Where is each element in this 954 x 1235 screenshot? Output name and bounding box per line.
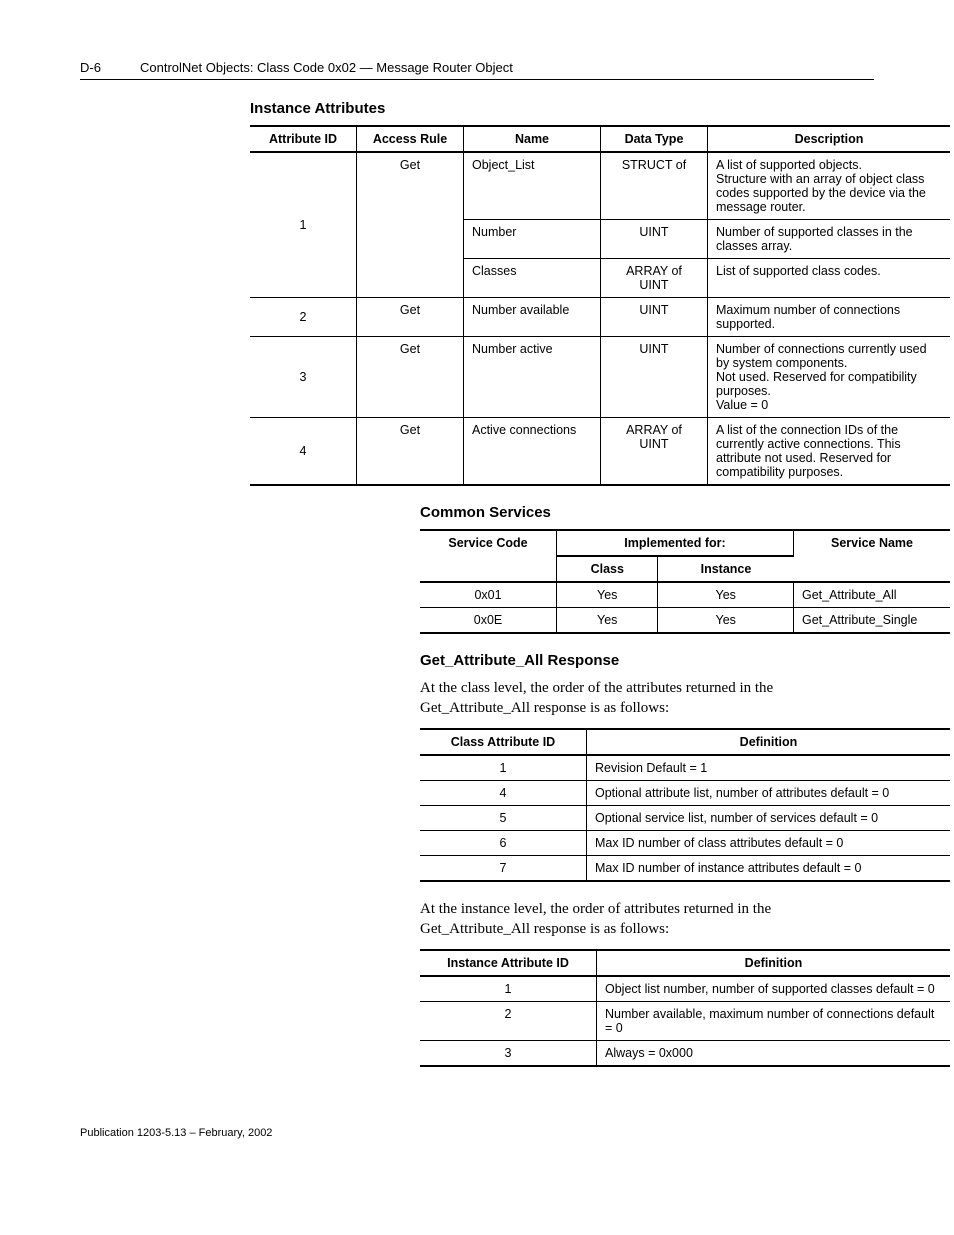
cell-code: 0x01	[420, 582, 557, 608]
cell-instance-attr-id: 1	[420, 976, 597, 1002]
table-header-row: Class Attribute ID Definition	[420, 729, 950, 755]
col-description: Description	[708, 126, 951, 152]
cell-name: Classes	[464, 259, 601, 298]
col-class-attr-id: Class Attribute ID	[420, 729, 587, 755]
get-attr-intro2: At the instance level, the order of attr…	[420, 900, 874, 939]
cell-code: 0x0E	[420, 608, 557, 634]
cell-definition: Max ID number of instance attributes def…	[587, 856, 951, 882]
page-footer: Publication 1203-5.13 – February, 2002	[80, 1127, 874, 1139]
cell-data-type: UINT	[601, 337, 708, 418]
cell-description: List of supported class codes.	[708, 259, 951, 298]
cell-data-type: UINT	[601, 220, 708, 259]
cell-definition: Max ID number of class attributes defaul…	[587, 831, 951, 856]
table-row: 5Optional service list, number of servic…	[420, 806, 950, 831]
col-service-name: Service Name	[794, 530, 951, 582]
cell-data-type: UINT	[601, 298, 708, 337]
cell-class: Yes	[557, 608, 658, 634]
cell-description: A list of supported objects.Structure wi…	[708, 152, 951, 220]
table-row: 1GetObject_ListSTRUCT ofA list of suppor…	[250, 152, 950, 220]
class-attr-table: Class Attribute ID Definition 1Revision …	[420, 728, 950, 882]
col-definition: Definition	[587, 729, 951, 755]
table-row: 6Max ID number of class attributes defau…	[420, 831, 950, 856]
table-header-row: Attribute ID Access Rule Name Data Type …	[250, 126, 950, 152]
table-row: 2Number available, maximum number of con…	[420, 1002, 950, 1041]
table-row: 1Revision Default = 1	[420, 755, 950, 781]
cell-class-attr-id: 4	[420, 781, 587, 806]
table-header-row: Instance Attribute ID Definition	[420, 950, 950, 976]
get-attr-intro1: At the class level, the order of the att…	[420, 679, 874, 718]
cell-attr-id: 2	[250, 298, 357, 337]
section-get-attr-all-title: Get_Attribute_All Response	[420, 652, 874, 669]
table-row: 1Object list number, number of supported…	[420, 976, 950, 1002]
cell-instance: Yes	[658, 608, 794, 634]
cell-name: Number	[464, 220, 601, 259]
cell-name: Object_List	[464, 152, 601, 220]
cell-definition: Always = 0x000	[597, 1041, 951, 1067]
cell-access-rule: Get	[357, 337, 464, 418]
col-attr-id: Attribute ID	[250, 126, 357, 152]
cell-attr-id: 1	[250, 152, 357, 298]
cell-name: Get_Attribute_Single	[794, 608, 951, 634]
col-service-code: Service Code	[420, 530, 557, 582]
table-row: 0x01YesYesGet_Attribute_All	[420, 582, 950, 608]
table-row: 3GetNumber activeUINTNumber of connectio…	[250, 337, 950, 418]
col-implemented-for: Implemented for:	[557, 530, 794, 556]
common-services-table: Service Code Implemented for: Service Na…	[420, 529, 950, 634]
instance-attributes-table: Attribute ID Access Rule Name Data Type …	[250, 125, 950, 486]
cell-definition: Optional service list, number of service…	[587, 806, 951, 831]
col-definition: Definition	[597, 950, 951, 976]
cell-attr-id: 4	[250, 418, 357, 486]
table-row: 2GetNumber availableUINTMaximum number o…	[250, 298, 950, 337]
cell-description: Maximum number of connections supported.	[708, 298, 951, 337]
cell-description: Number of connections currently used by …	[708, 337, 951, 418]
col-instance: Instance	[658, 556, 794, 582]
cell-data-type: ARRAY ofUINT	[601, 418, 708, 486]
cell-name: Number available	[464, 298, 601, 337]
cell-definition: Optional attribute list, number of attri…	[587, 781, 951, 806]
cell-instance-attr-id: 3	[420, 1041, 597, 1067]
cell-data-type: STRUCT of	[601, 152, 708, 220]
page-header: D-6 ControlNet Objects: Class Code 0x02 …	[80, 60, 874, 80]
cell-description: A list of the connection IDs of the curr…	[708, 418, 951, 486]
page-number: D-6	[80, 60, 140, 75]
cell-definition: Object list number, number of supported …	[597, 976, 951, 1002]
col-class: Class	[557, 556, 658, 582]
cell-definition: Revision Default = 1	[587, 755, 951, 781]
cell-name: Active connections	[464, 418, 601, 486]
cell-description: Number of supported classes in the class…	[708, 220, 951, 259]
table-row: 7Max ID number of instance attributes de…	[420, 856, 950, 882]
cell-class-attr-id: 5	[420, 806, 587, 831]
cell-instance-attr-id: 2	[420, 1002, 597, 1041]
cell-class-attr-id: 1	[420, 755, 587, 781]
table-row: 4GetActive connectionsARRAY ofUINTA list…	[250, 418, 950, 486]
cell-instance: Yes	[658, 582, 794, 608]
section-common-services-title: Common Services	[420, 504, 874, 521]
col-name: Name	[464, 126, 601, 152]
col-instance-attr-id: Instance Attribute ID	[420, 950, 597, 976]
cell-access-rule: Get	[357, 152, 464, 298]
col-data-type: Data Type	[601, 126, 708, 152]
cell-name: Get_Attribute_All	[794, 582, 951, 608]
cell-attr-id: 3	[250, 337, 357, 418]
cell-class: Yes	[557, 582, 658, 608]
header-title: ControlNet Objects: Class Code 0x02 — Me…	[140, 60, 874, 75]
cell-access-rule: Get	[357, 418, 464, 486]
instance-attr-table: Instance Attribute ID Definition 1Object…	[420, 949, 950, 1067]
table-row: 0x0EYesYesGet_Attribute_Single	[420, 608, 950, 634]
col-access-rule: Access Rule	[357, 126, 464, 152]
cell-access-rule: Get	[357, 298, 464, 337]
section-instance-attributes-title: Instance Attributes	[250, 100, 874, 117]
table-row: 3Always = 0x000	[420, 1041, 950, 1067]
cell-class-attr-id: 7	[420, 856, 587, 882]
table-row: 4Optional attribute list, number of attr…	[420, 781, 950, 806]
cell-data-type: ARRAY ofUINT	[601, 259, 708, 298]
cell-class-attr-id: 6	[420, 831, 587, 856]
cell-definition: Number available, maximum number of conn…	[597, 1002, 951, 1041]
table-header-row: Service Code Implemented for: Service Na…	[420, 530, 950, 556]
cell-name: Number active	[464, 337, 601, 418]
